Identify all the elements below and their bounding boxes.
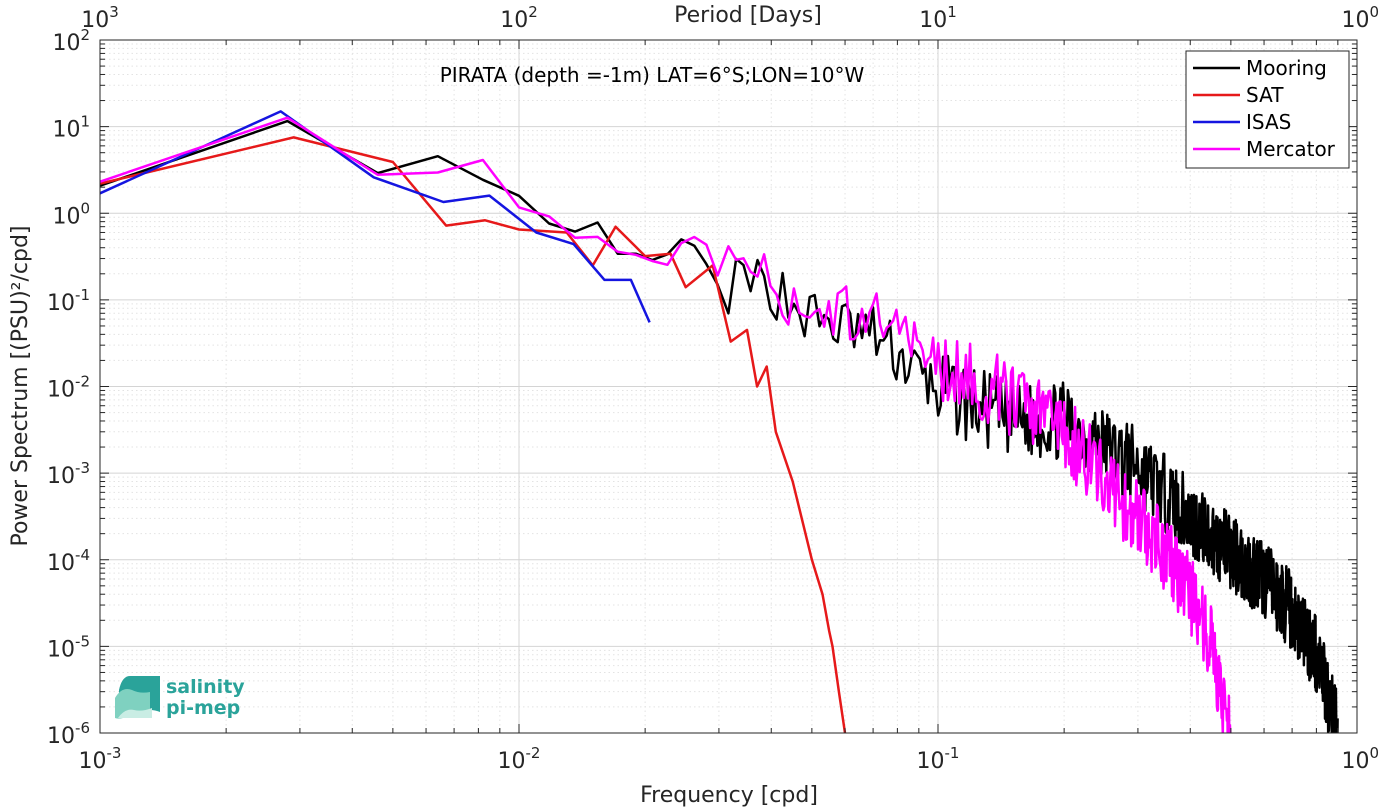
top-tick-label: 100 [1341, 3, 1379, 33]
top-tick-label: 103 [81, 3, 119, 33]
legend: Mooring SAT ISAS Mercator [1185, 50, 1350, 169]
y-tick-label: 10-5 [47, 632, 90, 662]
x-tick-label: 10-1 [917, 744, 960, 774]
legend-entries: Mooring SAT ISAS Mercator [1193, 56, 1336, 161]
x-tick-labels: 10-3 10-2 10-1 100 [79, 744, 1379, 774]
legend-label-mercator: Mercator [1246, 137, 1336, 161]
y-tick-label: 102 [52, 26, 90, 56]
chart-title: PIRATA (depth =-1m) LAT=6°S;LON=10°W [440, 63, 865, 87]
series-line-isas [100, 110, 651, 323]
logo-wave-icon [115, 676, 160, 719]
top-tick-labels: 103 102 101 100 [81, 3, 1379, 33]
series-line-mercator [100, 116, 1232, 733]
x-axis-label: Frequency [cpd] [640, 783, 818, 808]
legend-label-isas: ISAS [1246, 110, 1291, 134]
legend-label-mooring: Mooring [1246, 56, 1327, 80]
series-layer [100, 110, 1339, 733]
logo-text-pi-mep: pi-mep [166, 697, 240, 719]
y-tick-label: 10-2 [47, 373, 90, 403]
top-tick-label: 101 [919, 3, 957, 33]
x-tick-label: 10-2 [498, 744, 541, 774]
series-line-mooring [100, 119, 1339, 733]
x-tick-label: 100 [1341, 744, 1379, 774]
x-tick-label: 10-3 [79, 744, 122, 774]
y-tick-label: 101 [52, 113, 90, 143]
salinity-pi-mep-logo: salinity pi-mep [115, 676, 245, 719]
logo-text-salinity: salinity [166, 676, 245, 698]
y-tick-label: 10-4 [47, 546, 90, 576]
top-axis-label: Period [Days] [674, 3, 822, 28]
y-tick-label: 10-6 [47, 719, 90, 749]
axis-tick-marks [99, 39, 1358, 734]
y-tick-label: 100 [52, 199, 90, 229]
y-tick-label: 10-3 [47, 459, 90, 489]
y-axis-label: Power Spectrum [(PSU)²/cpd] [8, 225, 33, 546]
top-tick-label: 102 [500, 3, 538, 33]
y-tick-labels: 102 101 100 10-1 10-2 10-3 10-4 10-5 10-6 [47, 26, 90, 749]
y-tick-label: 10-1 [47, 286, 90, 316]
legend-label-sat: SAT [1246, 83, 1284, 107]
